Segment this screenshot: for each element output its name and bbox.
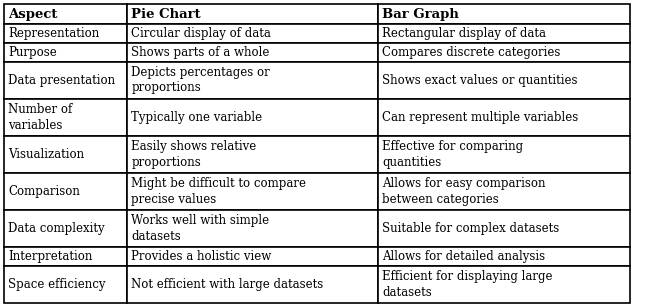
Text: Shows parts of a whole: Shows parts of a whole [131, 46, 270, 59]
Bar [4, 25, 127, 43]
Text: Data presentation: Data presentation [8, 74, 115, 87]
Bar [127, 99, 378, 136]
Bar [127, 266, 378, 303]
Text: Purpose: Purpose [8, 46, 57, 59]
Text: Can represent multiple variables: Can represent multiple variables [382, 111, 578, 124]
Text: Rectangular display of data: Rectangular display of data [382, 27, 547, 40]
Bar [378, 43, 630, 62]
Text: Might be difficult to compare
precise values: Might be difficult to compare precise va… [131, 177, 306, 206]
Text: Provides a holistic view: Provides a holistic view [131, 250, 272, 263]
Bar [4, 173, 127, 210]
Bar [127, 136, 378, 173]
Text: Number of
variables: Number of variables [8, 103, 72, 131]
Text: Interpretation: Interpretation [8, 250, 93, 263]
Bar [4, 4, 127, 25]
Bar [4, 210, 127, 247]
Bar [378, 210, 630, 247]
Text: Works well with simple
datasets: Works well with simple datasets [131, 215, 269, 243]
Bar [378, 25, 630, 43]
Text: Circular display of data: Circular display of data [131, 27, 271, 40]
Text: Not efficient with large datasets: Not efficient with large datasets [131, 278, 324, 291]
Text: Compares discrete categories: Compares discrete categories [382, 46, 561, 59]
Bar [378, 4, 630, 25]
Text: Space efficiency: Space efficiency [8, 278, 105, 291]
Text: Typically one variable: Typically one variable [131, 111, 263, 124]
Bar [378, 99, 630, 136]
Bar [4, 247, 127, 266]
Bar [378, 173, 630, 210]
Bar [4, 266, 127, 303]
Bar [378, 266, 630, 303]
Bar [127, 4, 378, 25]
Text: Suitable for complex datasets: Suitable for complex datasets [382, 222, 560, 235]
Text: Effective for comparing
quantities: Effective for comparing quantities [382, 140, 523, 169]
Text: Aspect: Aspect [8, 8, 58, 21]
Text: Efficient for displaying large
datasets: Efficient for displaying large datasets [382, 270, 553, 299]
Bar [127, 43, 378, 62]
Text: Visualization: Visualization [8, 148, 84, 161]
Text: Pie Chart: Pie Chart [131, 8, 201, 21]
Bar [4, 62, 127, 99]
Bar [4, 43, 127, 62]
Text: Data complexity: Data complexity [8, 222, 105, 235]
Text: Allows for easy comparison
between categories: Allows for easy comparison between categ… [382, 177, 546, 206]
Text: Comparison: Comparison [8, 185, 80, 198]
Bar [4, 136, 127, 173]
Bar [127, 210, 378, 247]
Bar [378, 62, 630, 99]
Bar [127, 62, 378, 99]
Bar [127, 247, 378, 266]
Text: Bar Graph: Bar Graph [382, 8, 459, 21]
Bar [4, 99, 127, 136]
Bar [378, 247, 630, 266]
Text: Allows for detailed analysis: Allows for detailed analysis [382, 250, 545, 263]
Bar [127, 25, 378, 43]
Text: Easily shows relative
proportions: Easily shows relative proportions [131, 140, 257, 169]
Bar [127, 173, 378, 210]
Bar [378, 136, 630, 173]
Text: Depicts percentages or
proportions: Depicts percentages or proportions [131, 66, 270, 94]
Text: Shows exact values or quantities: Shows exact values or quantities [382, 74, 578, 87]
Text: Representation: Representation [8, 27, 99, 40]
